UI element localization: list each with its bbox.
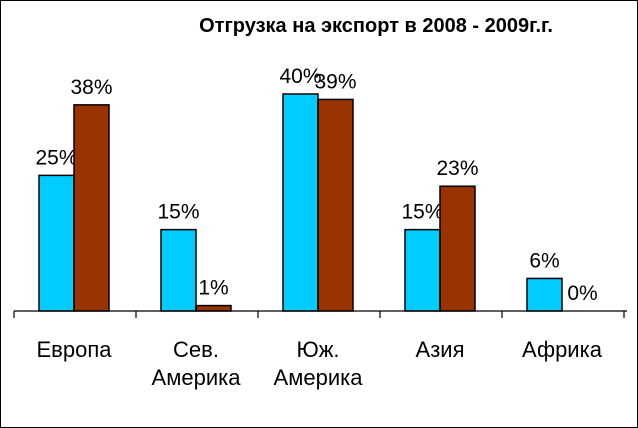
bar — [404, 228, 441, 312]
data-label: 1% — [198, 277, 228, 300]
category-label: Америка — [274, 365, 364, 390]
data-label: 6% — [529, 249, 559, 272]
data-label: 40% — [279, 65, 321, 88]
category-label: Юж. — [296, 337, 339, 362]
category-label: Европа — [37, 337, 113, 362]
chart-title: Отгрузка на экспорт в 2008 - 2009г.г. — [199, 15, 553, 37]
bar — [317, 98, 354, 312]
category-label: Африка — [522, 337, 603, 362]
data-label: 39% — [314, 70, 356, 93]
bar — [439, 185, 476, 312]
data-label: 15% — [157, 201, 199, 224]
data-label: 25% — [35, 146, 77, 169]
category-label: Сев. — [173, 337, 219, 362]
bar — [526, 277, 563, 312]
bar — [282, 93, 319, 312]
bar — [195, 304, 232, 312]
bar — [73, 104, 110, 312]
category-label: Азия — [416, 337, 465, 362]
data-label: 38% — [70, 76, 112, 99]
data-label: 0% — [567, 282, 597, 305]
bar — [38, 174, 75, 312]
category-label: Америка — [152, 365, 242, 390]
data-label: 15% — [401, 201, 443, 224]
data-label: 23% — [436, 157, 478, 180]
bar — [160, 228, 197, 312]
